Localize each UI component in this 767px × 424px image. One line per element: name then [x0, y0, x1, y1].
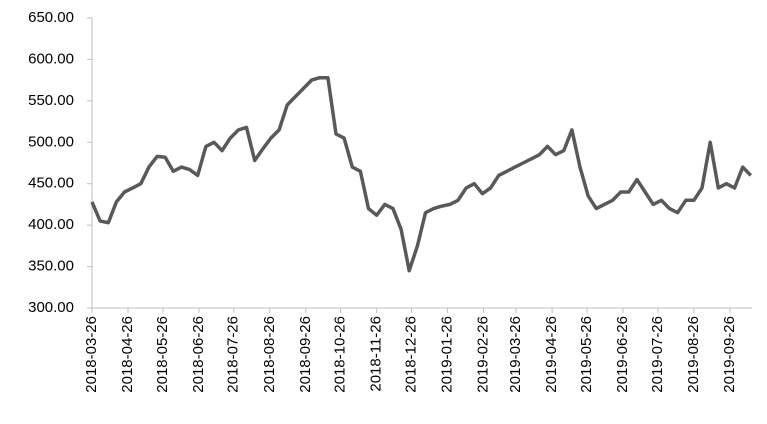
data-line [90, 75, 753, 273]
x-tick-label: 2018-06-26 [190, 316, 207, 393]
x-tick-label: 2018-08-26 [261, 316, 278, 393]
x-tick-label: 2018-07-26 [225, 316, 242, 393]
x-tick-label: 2019-03-26 [507, 316, 524, 393]
y-tick-label: 600.00 [28, 50, 74, 67]
y-tick-label: 500.00 [28, 133, 74, 150]
x-tick-label: 2018-11-26 [368, 316, 385, 392]
y-tick-label: 650.00 [28, 9, 74, 26]
x-tick-label: 2018-12-26 [403, 316, 420, 393]
x-tick-label: 2019-07-26 [649, 316, 666, 393]
x-tick-label: 2019-06-26 [614, 316, 631, 393]
x-tick-label: 2019-01-26 [439, 316, 456, 393]
y-tick-label: 300.00 [28, 299, 74, 316]
y-tick-label: 450.00 [28, 175, 74, 192]
y-tick-label: 550.00 [28, 92, 74, 109]
x-tick-label: 2018-03-26 [83, 316, 100, 393]
y-tick-label: 400.00 [28, 216, 74, 233]
x-tick-label: 2019-08-26 [685, 316, 702, 393]
x-tick-label: 2019-09-26 [721, 316, 738, 393]
x-tick-label: 2018-04-26 [119, 316, 136, 393]
x-tick-label: 2018-09-26 [297, 316, 314, 393]
x-tick-label: 2019-02-26 [475, 316, 492, 393]
x-tick-label: 2018-10-26 [332, 316, 349, 393]
y-tick-label: 350.00 [28, 258, 74, 275]
x-tick-label: 2019-05-26 [578, 316, 595, 393]
x-tick-label: 2018-05-26 [154, 316, 171, 393]
x-tick-label: 2019-04-26 [543, 316, 560, 393]
